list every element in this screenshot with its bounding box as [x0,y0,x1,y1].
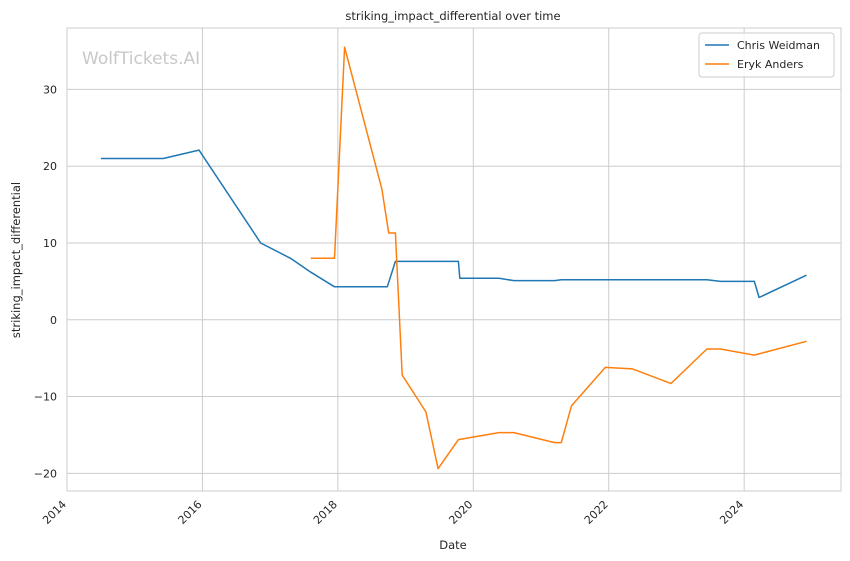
x-tick-label: 2016 [176,498,205,527]
y-tick-label: 10 [43,237,57,250]
x-tick-label: 2018 [311,498,340,527]
y-tick-label: 30 [43,83,57,96]
y-tick-label: 20 [43,160,57,173]
legend-box [698,32,835,78]
grid [66,28,841,491]
y-tick-label: −10 [34,391,57,404]
series-line-eryk-anders [310,46,807,470]
x-tick-label: 2024 [717,498,746,527]
series-lines [100,46,807,470]
y-tick-label: 0 [50,314,57,327]
y-tick-label: −20 [34,467,57,480]
legend-label-chris-weidman: Chris Weidman [737,39,820,52]
x-axis-label: Date [439,538,467,552]
chart-title: striking_impact_differential over time [345,9,560,23]
plot-frame [66,27,842,492]
x-tick-label: 2014 [40,498,69,527]
y-axis-label: striking_impact_differential [9,182,23,338]
plot-background [67,28,841,491]
watermark: WolfTickets.AI [82,49,200,69]
legend: Chris Weidman Eryk Anders [698,32,835,78]
legend-label-eryk-anders: Eryk Anders [737,58,804,71]
x-tick-label: 2020 [446,498,475,527]
x-tick-label: 2022 [582,498,611,527]
series-line-chris-weidman [100,149,807,299]
